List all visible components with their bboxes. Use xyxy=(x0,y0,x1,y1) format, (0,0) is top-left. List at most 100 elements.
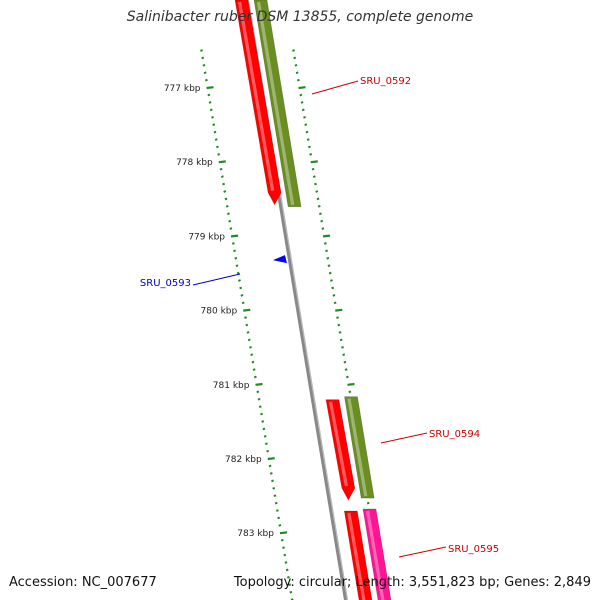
tick-mark-left xyxy=(203,71,207,75)
tick-mark-right xyxy=(321,227,325,230)
tick-mark-left xyxy=(245,323,249,327)
tick-mark-right xyxy=(310,160,318,164)
tick-mark-left xyxy=(261,420,265,423)
tick-mark-right xyxy=(301,108,305,112)
tick-mark-right xyxy=(311,167,315,171)
tick-mark-left xyxy=(252,368,256,371)
tick-mark-right xyxy=(347,382,355,386)
callout-line xyxy=(380,432,428,444)
tick-mark-right xyxy=(348,390,352,394)
tick-mark-right xyxy=(333,301,337,305)
map-title: Salinibacter ruber DSM 13855, complete g… xyxy=(126,9,474,25)
tick-mark-right xyxy=(342,353,346,357)
tick-mark-left xyxy=(277,516,281,520)
tick-mark-left xyxy=(211,115,214,119)
tick-mark-left xyxy=(246,331,250,334)
tick-mark-left xyxy=(280,538,284,542)
tick-mark-left xyxy=(231,242,235,245)
tick-mark-right xyxy=(343,360,347,364)
tick-mark-right xyxy=(331,286,335,290)
tick-mark-left xyxy=(247,338,251,342)
cds-sru-0592-shine xyxy=(237,1,275,192)
tick-mark-left xyxy=(218,160,226,164)
tick-mark-right xyxy=(299,93,303,97)
kbp-tick-label: 782 kbp xyxy=(225,455,262,465)
tick-mark-left xyxy=(200,49,203,52)
gene-sru-0592-shine xyxy=(256,1,295,205)
tick-mark-right xyxy=(309,153,313,156)
gene-sru-0594 xyxy=(344,396,375,499)
tick-mark-left xyxy=(215,145,219,149)
cds-sru-0595 xyxy=(343,510,373,600)
tick-mark-right xyxy=(315,190,319,193)
tick-mark-right xyxy=(332,294,336,297)
gene-sru-0592 xyxy=(253,0,302,208)
tick-mark-left xyxy=(257,397,261,401)
cds-sru-0595-shine xyxy=(347,512,366,600)
cds-sru-0592 xyxy=(234,0,282,206)
tick-mark-right xyxy=(316,197,320,201)
tick-mark-left xyxy=(226,212,230,216)
tick-mark-left xyxy=(223,190,227,193)
tick-mark-left xyxy=(208,101,212,104)
tick-mark-right xyxy=(366,501,370,505)
tick-mark-left xyxy=(256,390,260,394)
tick-mark-left xyxy=(228,219,232,223)
tick-mark-left xyxy=(251,360,255,364)
tick-mark-right xyxy=(312,175,316,178)
tick-mark-left xyxy=(282,546,285,549)
tick-mark-left xyxy=(288,583,292,587)
tick-mark-left xyxy=(244,316,248,319)
tick-mark-left xyxy=(235,264,239,268)
tick-mark-right xyxy=(300,101,304,104)
tick-mark-left xyxy=(285,568,289,572)
tick-mark-right xyxy=(341,345,344,349)
tick-mark-left xyxy=(225,204,229,208)
tick-mark-right xyxy=(344,368,348,371)
tick-mark-left xyxy=(278,524,282,527)
tick-mark-right xyxy=(303,115,306,119)
tick-mark-left xyxy=(243,308,251,312)
gene-label-sru-0595: SRU_0595 xyxy=(448,544,499,555)
kbp-tick-label: 778 kbp xyxy=(176,158,213,168)
tick-mark-left xyxy=(284,561,288,564)
tick-mark-left xyxy=(220,175,224,178)
tick-mark-right xyxy=(337,323,341,327)
callout-line xyxy=(192,273,241,286)
tick-mark-right xyxy=(318,212,322,216)
tick-mark-left xyxy=(233,249,236,253)
tick-mark-right xyxy=(323,242,327,245)
tick-mark-right xyxy=(320,219,324,223)
tick-mark-left xyxy=(241,301,245,305)
tick-mark-right xyxy=(292,49,295,52)
tick-mark-right xyxy=(338,331,342,334)
tick-mark-left xyxy=(224,197,228,201)
tick-mark-right xyxy=(336,316,340,319)
tick-mark-left xyxy=(206,86,214,90)
kbp-tick-label: 777 kbp xyxy=(164,84,201,94)
tick-mark-right xyxy=(293,56,297,60)
tick-mark-left xyxy=(212,123,216,127)
gene-labels: SRU_0592 SRU_0593 SRU_0594 SRU_0595 xyxy=(140,76,499,558)
callout-line xyxy=(398,546,447,558)
tick-mark-right xyxy=(322,234,331,238)
tick-mark-left xyxy=(230,234,239,238)
tick-mark-left xyxy=(201,56,205,60)
kbp-tick-label: 779 kbp xyxy=(188,232,225,242)
tick-mark-right xyxy=(304,123,308,127)
tick-mark-left xyxy=(209,108,213,112)
tick-mark-left xyxy=(214,138,218,141)
tick-mark-left xyxy=(266,449,270,453)
gene-label-sru-0592: SRU_0592 xyxy=(360,76,411,87)
tick-mark-left xyxy=(289,590,293,594)
tick-mark-left xyxy=(286,575,290,579)
accession-text: Accession: NC_007677 xyxy=(9,575,157,590)
tick-mark-right xyxy=(339,338,343,342)
tick-mark-left xyxy=(240,294,244,297)
tick-mark-left xyxy=(222,182,225,186)
tick-mark-left xyxy=(239,286,243,290)
tick-mark-left xyxy=(262,427,266,431)
tick-mark-left xyxy=(250,353,254,357)
